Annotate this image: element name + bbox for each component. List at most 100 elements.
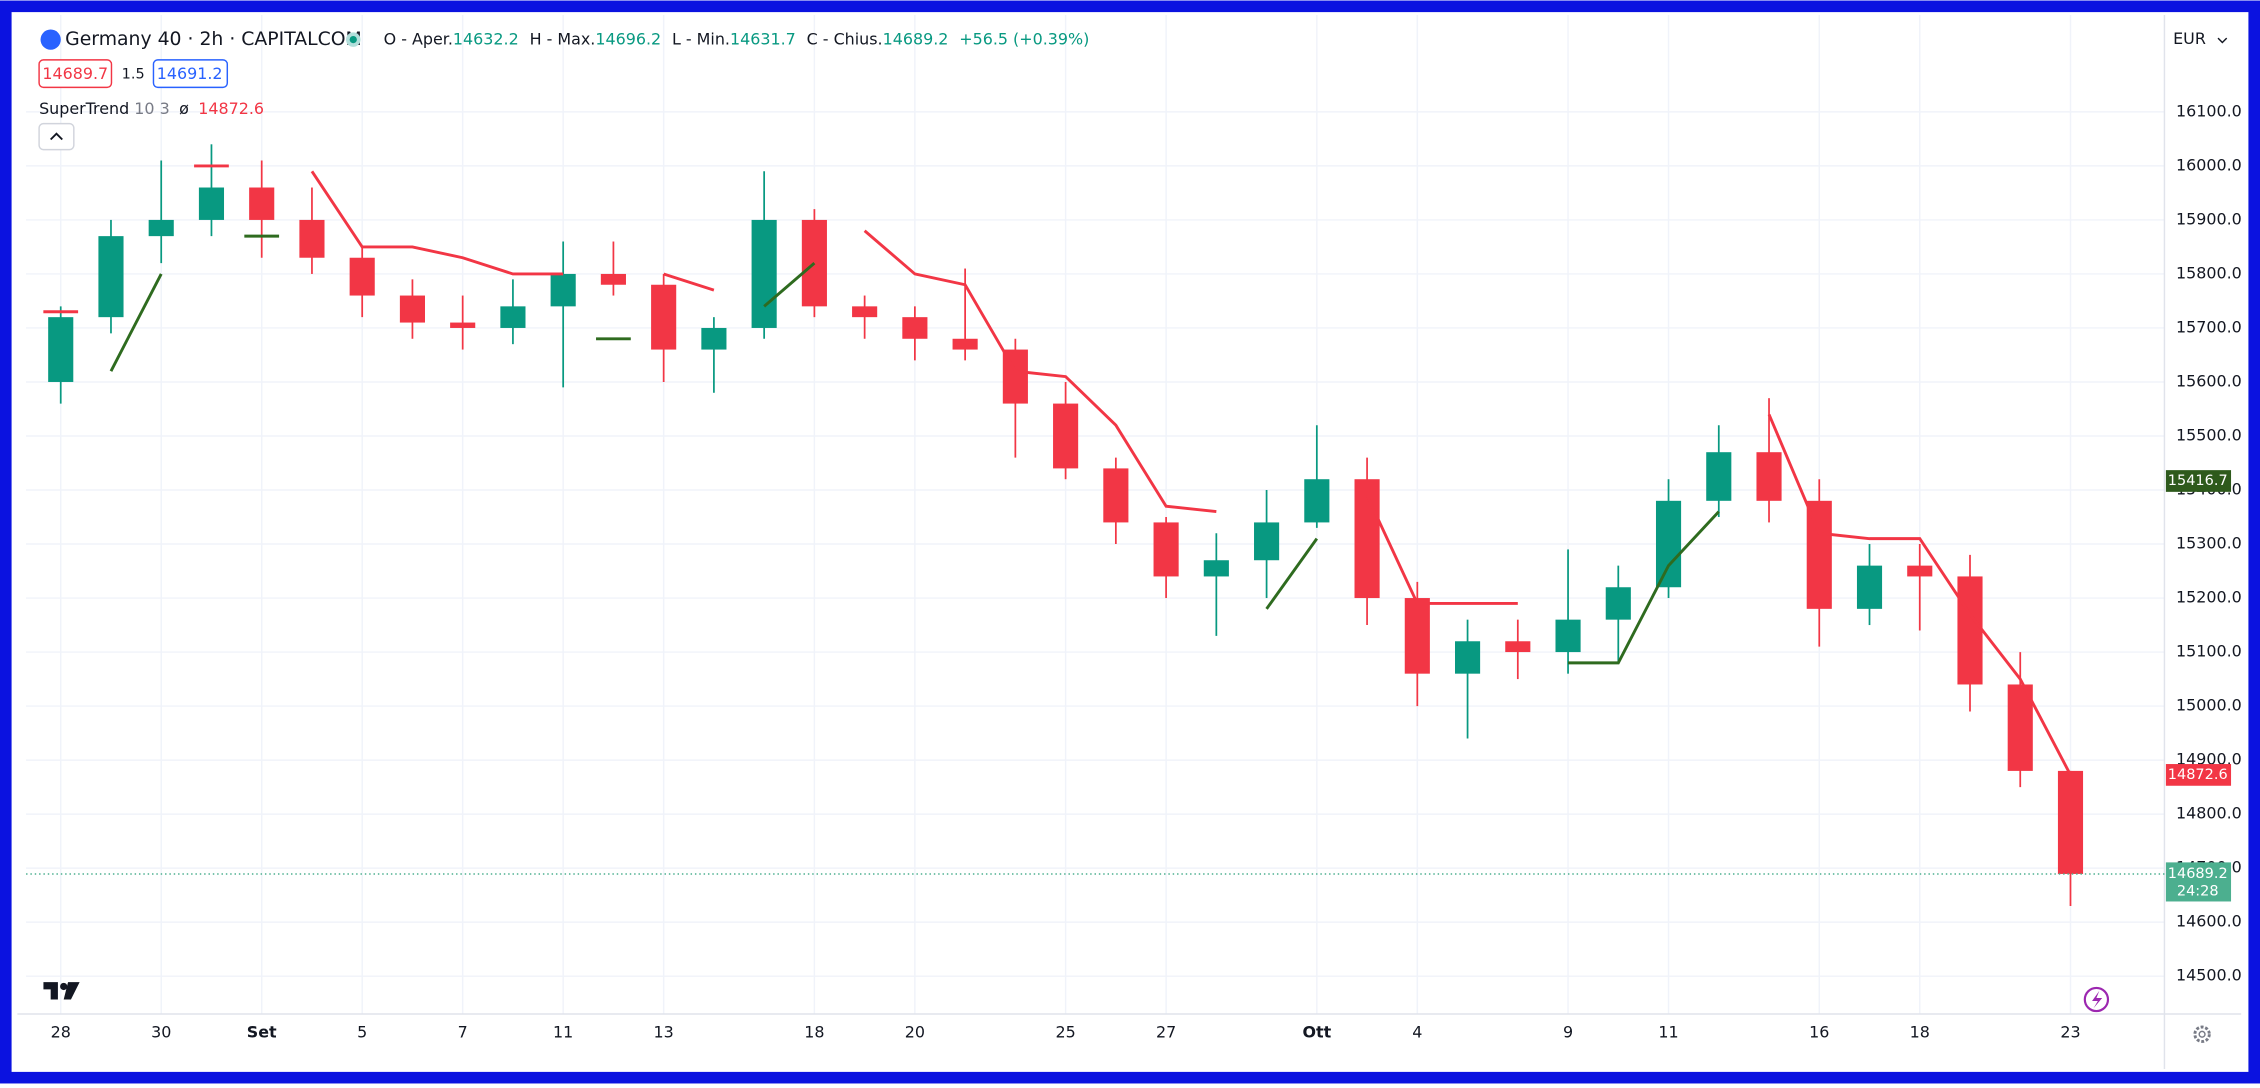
grid: 14500.014600.014700.014800.014900.015000… xyxy=(26,15,2242,1041)
ohlc-value: 14631.7 xyxy=(730,29,796,48)
currency-chevron xyxy=(2217,37,2228,44)
ohlc-label: O - Aper. xyxy=(384,29,453,48)
bid-box[interactable] xyxy=(38,59,113,89)
ohlc-value: 14632.2 xyxy=(453,29,519,48)
supertrend-line xyxy=(863,229,1217,514)
supertrend-line xyxy=(310,170,564,276)
candle-body xyxy=(299,219,325,258)
x-tick-label: Set xyxy=(247,1022,277,1041)
candle-body xyxy=(1957,576,1983,685)
y-tick-label: 15200.0 xyxy=(2176,588,2242,607)
y-tick-label: 15500.0 xyxy=(2176,425,2242,444)
candle-body xyxy=(1153,522,1179,577)
currency: EUR xyxy=(2173,29,2206,48)
candle-body xyxy=(1756,452,1782,501)
bid: 14689.7 xyxy=(42,64,108,83)
y-tick-label: 15800.0 xyxy=(2176,263,2242,282)
y-tick-label: 14800.0 xyxy=(2176,804,2242,823)
indicator-name: SuperTrend xyxy=(39,99,129,118)
countdown: 24:28 xyxy=(2177,883,2219,899)
x-tick-label: Ott xyxy=(1302,1022,1331,1041)
price-tags: 15416.7 14872.6 14689.224:28 xyxy=(2165,470,2232,902)
candle-body xyxy=(1605,587,1631,620)
last-price-tag xyxy=(2165,862,2232,902)
x-tick-label: 25 xyxy=(1055,1022,1075,1041)
supertrend-line xyxy=(1265,537,1319,610)
x-tick-label: 28 xyxy=(51,1022,71,1041)
ohlc-label: L - Min. xyxy=(672,29,730,48)
x-tick-label: 27 xyxy=(1156,1022,1176,1041)
supertrend-line xyxy=(1365,494,1518,605)
x-tick-label: 23 xyxy=(2060,1022,2080,1041)
ohlc-label: C - Chius. xyxy=(807,29,883,48)
indicator-value: 14872.6 xyxy=(198,99,264,118)
last-price-label: 14689.2 xyxy=(2168,866,2228,882)
indicator-params: 10 3 xyxy=(134,99,169,118)
candle-body xyxy=(1354,479,1380,599)
logo-part xyxy=(43,982,58,1000)
collapse-button[interactable] xyxy=(38,122,75,151)
candle-body xyxy=(249,187,275,220)
candle-body xyxy=(1806,500,1832,609)
plot xyxy=(26,144,2165,906)
header: Germany 40 · 2h · CAPITALCOM O - Aper.14… xyxy=(38,26,2230,151)
supertrend-line xyxy=(109,273,163,372)
candle-body xyxy=(198,187,225,220)
symbol[interactable]: Germany 40 · 2h · CAPITALCOM xyxy=(65,29,362,50)
candle-body xyxy=(1053,403,1079,469)
supertrend-line xyxy=(1767,413,2072,776)
candle-body xyxy=(1555,619,1581,653)
change: +56.5 (+0.39%) xyxy=(959,29,1089,48)
x-tick-label: 13 xyxy=(654,1022,674,1041)
candle-body xyxy=(550,273,576,307)
candle-body xyxy=(98,236,124,318)
candle-body xyxy=(1404,598,1430,674)
price-tag-label: 15416.7 xyxy=(2168,473,2228,489)
y-tick-label: 16100.0 xyxy=(2176,101,2242,120)
x-tick-label: 18 xyxy=(1910,1022,1930,1041)
symbol-icon xyxy=(40,29,61,50)
price-tag xyxy=(2165,470,2232,492)
x-tick-label: 5 xyxy=(357,1022,367,1041)
y-tick-label: 15900.0 xyxy=(2176,209,2242,228)
ohlc: O - Aper.14632.2 H - Max.14696.2 L - Min… xyxy=(384,29,1090,48)
candle-body xyxy=(1304,479,1330,523)
y-tick-label: 15300.0 xyxy=(2176,534,2242,553)
candle-body xyxy=(48,317,74,382)
y-tick-label: 16000.0 xyxy=(2176,155,2242,174)
supertrend-line xyxy=(1568,510,1720,665)
supertrend-line xyxy=(663,272,715,292)
candle-body xyxy=(399,295,425,323)
ask-box[interactable] xyxy=(152,59,229,89)
candle-body xyxy=(148,219,174,237)
indicator[interactable]: SuperTrend 10 3 ø 14872.6 xyxy=(39,99,264,118)
candle-body xyxy=(600,273,626,285)
x-tick-label: 9 xyxy=(1563,1022,1573,1041)
candle-body xyxy=(1655,500,1682,588)
candle-body xyxy=(852,306,878,318)
settings-button[interactable] xyxy=(2193,1025,2211,1043)
x-tick-label: 11 xyxy=(1658,1022,1678,1041)
price-tag xyxy=(2165,764,2232,786)
candle-body xyxy=(2057,770,2084,874)
candle-body xyxy=(1907,565,1933,577)
x-tick-label: 30 xyxy=(151,1022,171,1041)
tv-logo xyxy=(43,982,80,1000)
x-tick-label: 18 xyxy=(804,1022,824,1041)
x-tick-label: 20 xyxy=(905,1022,925,1041)
settings-icon xyxy=(2198,1030,2206,1038)
ohlc-value: 14689.2 xyxy=(883,29,949,48)
candle-body xyxy=(1505,641,1531,653)
candle-body xyxy=(450,322,476,328)
candle-body xyxy=(1706,452,1732,501)
y-tick-label: 15000.0 xyxy=(2176,696,2242,715)
candle-body xyxy=(751,219,777,328)
candle-body xyxy=(952,338,978,350)
candle-body xyxy=(349,257,375,296)
logo-part xyxy=(60,982,68,991)
y-tick-label: 15700.0 xyxy=(2176,317,2242,336)
candle-body xyxy=(1254,522,1280,561)
collapse-icon xyxy=(50,132,63,141)
